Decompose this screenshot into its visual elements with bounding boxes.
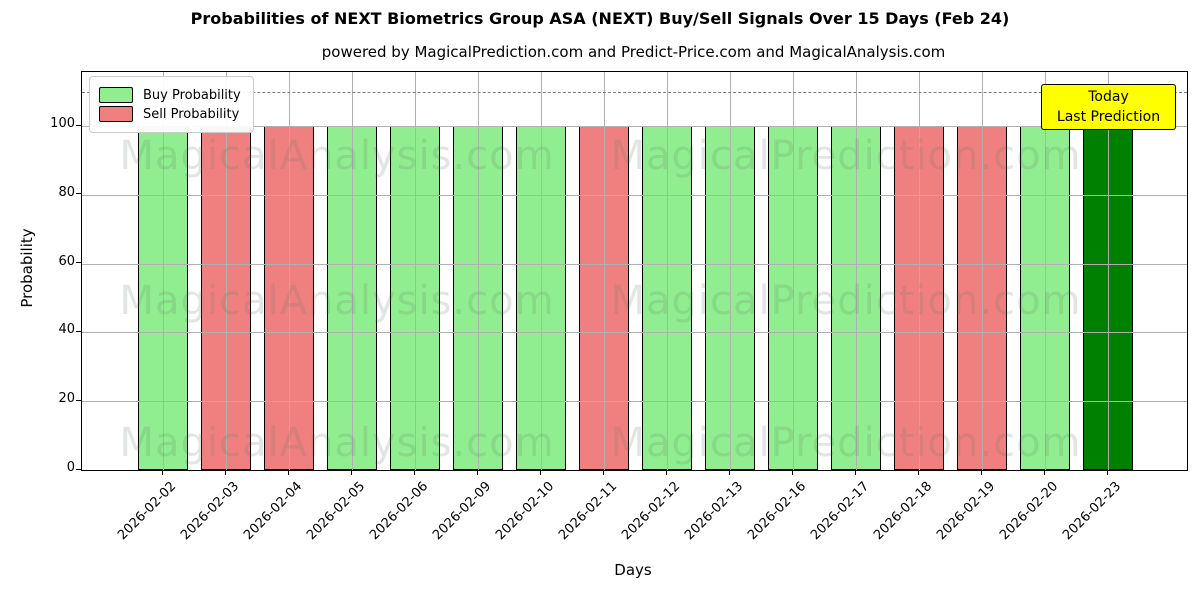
x-tick-label: 2026-02-06: [367, 479, 432, 544]
x-tick-label: 2026-02-23: [1060, 479, 1125, 544]
gridline-vertical: [541, 72, 542, 470]
y-tick-label: 20: [58, 391, 75, 407]
y-tick-mark: [76, 330, 81, 333]
legend: Buy Probability Sell Probability: [89, 76, 254, 133]
x-tick-label: 2026-02-20: [997, 479, 1062, 544]
today-annotation: Today Last Prediction: [1041, 84, 1176, 130]
x-tick-mark: [791, 470, 793, 475]
gridline-vertical: [667, 72, 668, 470]
legend-item-buy: Buy Probability: [99, 87, 241, 103]
x-tick-mark: [161, 470, 163, 475]
gridline-vertical: [982, 72, 983, 470]
sell-swatch: [99, 106, 133, 122]
gridline-vertical: [226, 72, 227, 470]
x-tick-label: 2026-02-18: [871, 479, 936, 544]
x-tick-label: 2026-02-10: [493, 479, 558, 544]
x-tick-label: 2026-02-11: [556, 479, 621, 544]
x-tick-mark: [539, 470, 541, 475]
x-tick-mark: [854, 470, 856, 475]
gridline-vertical: [289, 72, 290, 470]
x-axis-label: Days: [614, 561, 652, 579]
gridline-vertical: [919, 72, 920, 470]
y-tick-mark: [76, 468, 81, 470]
buy-swatch: [99, 87, 133, 103]
x-tick-label: 2026-02-17: [808, 479, 873, 544]
gridline-vertical: [1045, 72, 1046, 470]
y-tick-mark: [76, 399, 81, 401]
y-tick-mark: [76, 262, 81, 264]
gridline-vertical: [793, 72, 794, 470]
x-tick-mark: [980, 470, 982, 475]
x-tick-label: 2026-02-09: [430, 479, 495, 544]
y-tick-label: 0: [66, 460, 75, 475]
plot-area: Buy Probability Sell Probability Today L…: [81, 71, 1188, 471]
x-tick-mark: [917, 470, 919, 475]
y-tick-label: 100: [50, 116, 75, 131]
legend-item-sell: Sell Probability: [99, 106, 241, 122]
watermark-text: MagicalAnalysis.com: [119, 278, 555, 324]
x-tick-mark: [476, 470, 478, 475]
watermark-text: MagicalAnalysis.com: [119, 133, 555, 179]
x-tick-label: 2026-02-12: [619, 479, 684, 544]
watermark-text: MagicalPrediction.com: [610, 420, 1082, 466]
x-tick-mark: [350, 470, 352, 475]
watermark-text: MagicalPrediction.com: [610, 278, 1082, 324]
watermark-text: MagicalAnalysis.com: [119, 420, 555, 466]
y-tick-label: 40: [58, 322, 75, 338]
x-tick-label: 2026-02-19: [934, 479, 999, 544]
x-tick-mark: [287, 470, 289, 475]
y-tick-label: 80: [58, 184, 75, 200]
x-tick-label: 2026-02-02: [115, 479, 180, 544]
x-tick-mark: [665, 470, 667, 475]
gridline-horizontal: [82, 126, 1187, 127]
chart-title: Probabilities of NEXT Biometrics Group A…: [190, 9, 1010, 28]
gridline-vertical: [163, 72, 164, 470]
y-tick-mark: [76, 124, 81, 126]
x-tick-label: 2026-02-04: [241, 479, 306, 544]
watermark-text: MagicalPrediction.com: [610, 133, 1082, 179]
gridline-vertical: [730, 72, 731, 470]
gridline-vertical: [1108, 72, 1109, 470]
x-tick-label: 2026-02-05: [304, 479, 369, 544]
gridline-horizontal: [82, 194, 1187, 196]
gridline-vertical: [856, 72, 857, 470]
gridline-vertical: [478, 72, 479, 470]
today-annotation-line2: Last Prediction: [1056, 109, 1161, 125]
x-tick-mark: [728, 470, 730, 475]
today-annotation-line1: Today: [1088, 88, 1129, 105]
threshold-dashed-line: [82, 91, 1187, 93]
y-tick-label: 60: [58, 253, 75, 269]
x-tick-label: 2026-02-03: [178, 479, 243, 544]
gridline-horizontal: [82, 401, 1187, 403]
x-tick-mark: [602, 470, 604, 475]
x-tick-label: 2026-02-16: [745, 479, 810, 544]
gridline-vertical: [604, 72, 605, 470]
legend-label-buy: Buy Probability: [143, 87, 241, 103]
gridline-horizontal: [82, 332, 1187, 334]
x-tick-mark: [1043, 470, 1045, 475]
y-axis-label: Probability: [18, 228, 36, 308]
gridline-horizontal: [82, 263, 1187, 265]
x-tick-label: 2026-02-13: [682, 479, 747, 544]
y-tick-mark: [76, 193, 81, 195]
legend-label-sell: Sell Probability: [143, 106, 240, 122]
gridline-vertical: [415, 72, 416, 470]
gridline-vertical: [352, 72, 353, 470]
x-tick-mark: [1106, 470, 1108, 475]
chart-subtitle: powered by MagicalPrediction.com and Pre…: [321, 43, 946, 61]
x-tick-mark: [413, 470, 415, 475]
x-tick-mark: [224, 470, 226, 475]
